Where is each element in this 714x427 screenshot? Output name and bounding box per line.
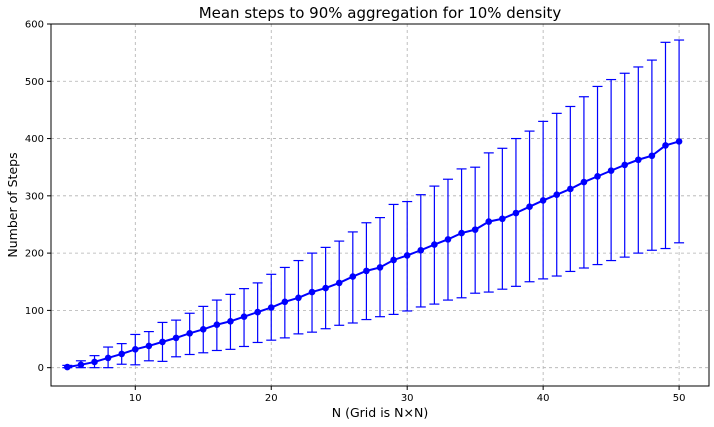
data-point [363,267,370,275]
data-point [91,358,98,366]
data-point [64,363,71,371]
data-point [444,236,452,243]
data-point [335,279,343,287]
data-point [621,161,629,169]
data-point [131,346,139,353]
data-point [376,264,384,271]
data-point [635,156,642,164]
data-point [675,138,683,145]
y-tick-label: 500 [25,77,44,88]
data-point [594,173,601,180]
y-tick-label: 400 [25,134,44,145]
error-bars [62,39,685,369]
y-tick-label: 600 [25,20,44,31]
plot-frame [50,23,710,387]
data-point [390,256,397,264]
data-point [104,354,112,362]
data-point [349,273,357,280]
data-point [648,152,656,160]
data-point [580,178,588,186]
data-point [539,197,547,204]
x-tick-label: 20 [265,393,278,404]
data-point [77,361,85,369]
data-point [567,185,574,193]
x-tick-label: 10 [129,393,142,404]
data-point [458,229,465,237]
data-point [213,321,221,329]
data-point [240,313,248,320]
data-point [471,226,479,233]
data-point [662,142,669,149]
data-point [499,215,506,223]
y-tick-label: 0 [38,363,44,374]
chart-title: Mean steps to 90% aggregation for 10% de… [199,4,562,22]
y-axis-ticks: 0 100 200 300 400 500 600 [25,20,51,374]
data-point [403,252,411,259]
data-point [118,350,125,358]
data-point [485,218,493,225]
x-axis-label: N (Grid is N×N) [332,405,428,420]
y-tick-label: 200 [25,249,44,260]
data-point [512,209,520,217]
x-tick-label: 30 [401,393,414,404]
data-point [172,334,180,342]
y-tick-label: 100 [25,306,44,317]
data-point [281,298,289,306]
data-point [431,241,438,248]
data-point [199,325,207,333]
x-tick-label: 50 [673,393,686,404]
data-point [607,167,615,174]
y-tick-label: 300 [25,191,44,202]
y-axis-label: Number of Steps [5,152,20,257]
data-point [308,288,316,296]
data-point [254,308,261,316]
data-point [227,317,234,325]
data-point [159,338,166,346]
data-point [417,246,425,254]
x-tick-label: 40 [537,393,550,404]
data-point [322,284,329,292]
data-point [526,203,533,211]
data-point [553,191,561,198]
series-line [67,140,680,369]
data-points [64,138,683,371]
data-point [267,304,275,311]
data-point [186,330,193,337]
x-axis-ticks: 10 20 30 40 50 [129,386,686,404]
data-point [295,294,302,302]
data-point [145,342,153,350]
series-line-layer [67,140,680,369]
